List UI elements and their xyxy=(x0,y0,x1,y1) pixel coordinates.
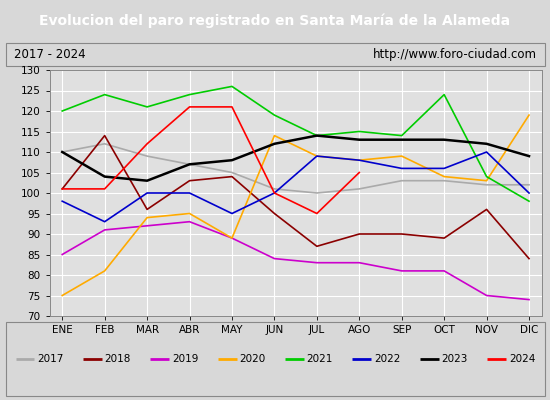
Text: 2022: 2022 xyxy=(374,354,400,364)
Text: Evolucion del paro registrado en Santa María de la Alameda: Evolucion del paro registrado en Santa M… xyxy=(40,14,510,28)
Text: 2024: 2024 xyxy=(509,354,535,364)
Text: 2018: 2018 xyxy=(104,354,131,364)
Text: 2019: 2019 xyxy=(172,354,199,364)
Text: 2021: 2021 xyxy=(307,354,333,364)
Text: 2017 - 2024: 2017 - 2024 xyxy=(14,48,85,61)
Text: 2023: 2023 xyxy=(442,354,468,364)
Text: 2020: 2020 xyxy=(239,354,266,364)
Text: http://www.foro-ciudad.com: http://www.foro-ciudad.com xyxy=(372,48,536,61)
Text: 2017: 2017 xyxy=(37,354,64,364)
